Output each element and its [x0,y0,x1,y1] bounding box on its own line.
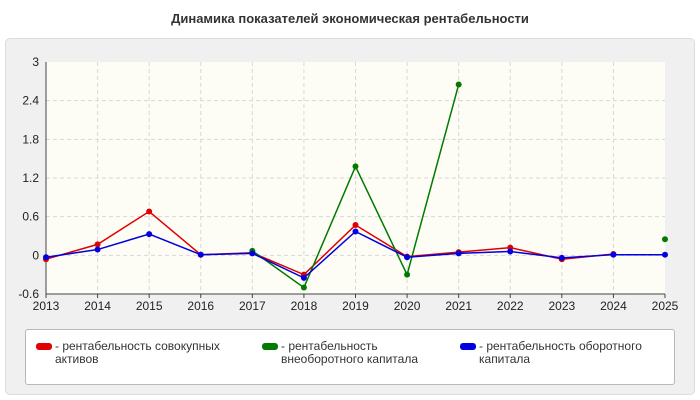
x-tick-label: 2016 [187,299,214,313]
legend-swatch-total-assets [36,343,52,350]
data-point-2 [146,231,153,238]
data-point-2 [610,251,617,258]
x-tick-label: 2014 [84,299,111,313]
data-point-2 [558,254,565,261]
y-tick-label: 3 [32,55,39,69]
data-point-1 [404,271,411,278]
legend-label-fixed-capital: - рентабельность внеоборотного капитала [281,339,418,366]
legend-swatch-fixed-capital [262,343,278,350]
chart-title: Динамика показателей экономическая рента… [171,11,529,26]
y-tick-label: 0 [32,248,39,262]
x-tick-label: 2023 [548,299,575,313]
data-point-2 [662,251,668,258]
data-point-2 [300,274,307,281]
legend-item-fixed-capital[interactable]: - рентабельность внеоборотного капитала [262,340,431,366]
x-tick-label: 2017 [239,299,266,313]
data-point-0 [352,222,359,229]
data-point-1 [300,284,307,291]
data-point-2 [94,246,101,253]
y-tick-label: 0.6 [22,210,39,224]
x-tick-label: 2015 [136,299,163,313]
legend-label-working-capital: - рентабельность оборотного капитала [479,339,642,366]
series-line-0 [45,210,614,276]
data-point-2 [507,248,514,255]
data-point-2 [43,254,49,261]
y-tick-label: 1.8 [22,132,39,146]
legend-item-total-assets[interactable]: - рентабельность совокупных активов [36,340,245,366]
data-point-2 [249,250,256,257]
y-tick-label: 1.2 [22,171,39,185]
data-point-2 [455,250,462,257]
x-tick-label: 2022 [497,299,524,313]
y-tick-label: 2.4 [22,94,39,108]
x-tick-label: 2024 [600,299,627,313]
x-tick-label: 2018 [291,299,318,313]
x-tick-label: 2019 [342,299,369,313]
data-point-1 [455,81,462,88]
legend-swatch-working-capital [460,343,476,350]
data-point-2 [197,251,204,258]
chart-legend: - рентабельность совокупных активов - ре… [25,329,675,385]
legend-item-working-capital[interactable]: - рентабельность оборотного капитала [460,340,669,366]
legend-label-total-assets: - рентабельность совокупных активов [55,339,220,366]
y-tick-label: -0.6 [18,287,39,301]
x-tick-label: 2021 [445,299,472,313]
x-tick-label: 2025 [652,299,679,313]
data-point-1 [352,163,359,170]
data-point-0 [146,208,153,215]
x-tick-label: 2020 [394,299,421,313]
data-point-1 [662,236,668,243]
data-point-2 [352,228,359,235]
data-point-2 [404,254,411,261]
x-tick-label: 2013 [33,299,60,313]
data-point-0 [94,241,101,248]
